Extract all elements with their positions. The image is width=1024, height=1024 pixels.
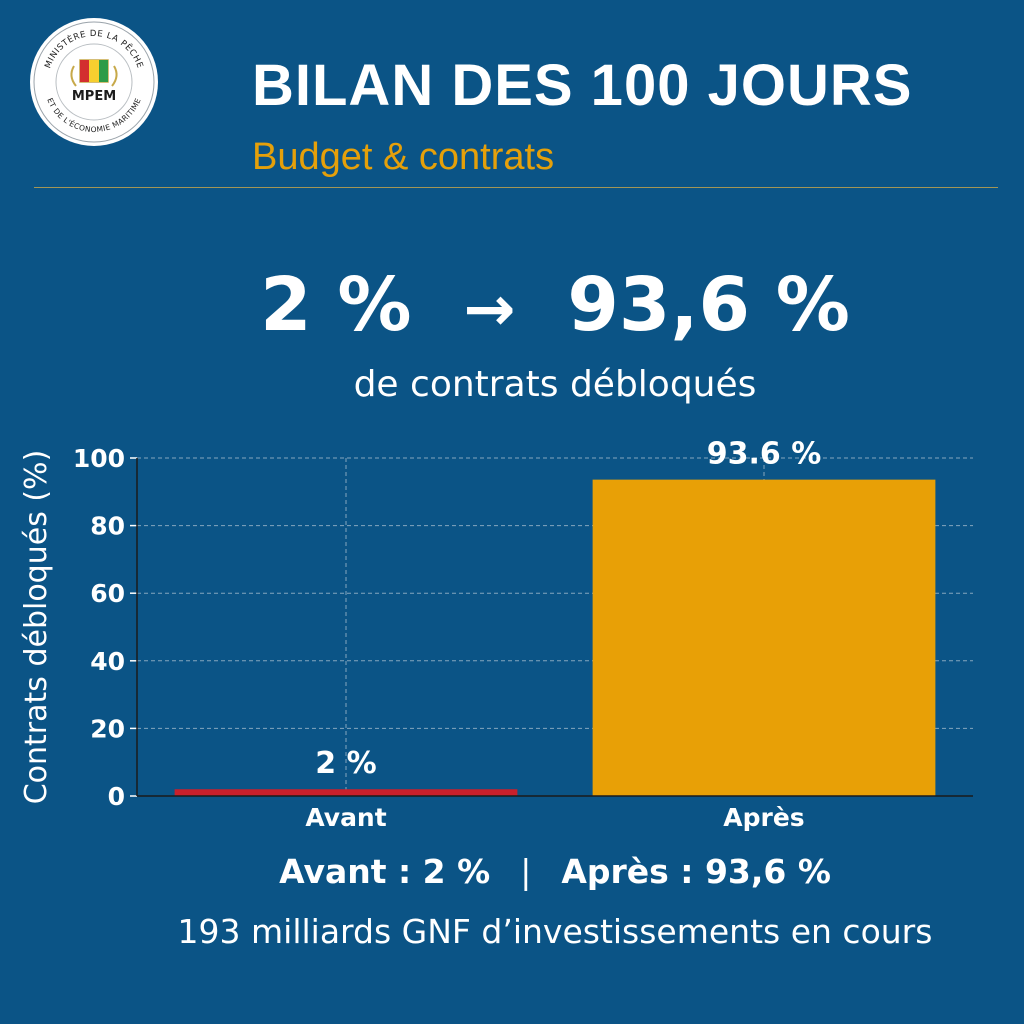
y-axis-label: Contrats débloqués (%): [19, 450, 54, 805]
bar-avant: [174, 789, 518, 796]
headline-after-value: 93,6 %: [567, 262, 850, 348]
data-label: 2 %: [315, 746, 376, 781]
y-tick-label: 100: [73, 444, 125, 473]
data-label: 93.6 %: [707, 437, 822, 472]
ministry-seal-logo: MINISTÈRE DE LA PÊCHE ET DE L'ÉCONOMIE M…: [30, 18, 158, 146]
headline-caption: de contrats débloqués: [353, 364, 757, 405]
summary-separator: |: [520, 852, 532, 891]
summary-before: Avant : 2 %: [279, 852, 491, 891]
seal-abbreviation: MPEM: [72, 89, 116, 104]
headline-stat: 2 % → 93,6 %: [0, 262, 1024, 348]
y-tick-label: 0: [108, 782, 125, 811]
y-tick-label: 20: [90, 714, 125, 743]
coat-of-arms-icon: [70, 59, 118, 87]
x-tick-label: Avant: [305, 803, 386, 832]
investment-footnote: 193 milliards GNF d’investissements en c…: [177, 912, 933, 951]
y-tick-label: 40: [90, 647, 125, 676]
y-tick-label: 60: [90, 579, 125, 608]
bar-apres: [592, 479, 936, 796]
arrow-right-icon: →: [463, 272, 516, 345]
y-tick-label: 80: [90, 512, 125, 541]
page-subtitle: Budget & contrats: [252, 136, 555, 178]
summary-line: Avant : 2 % | Après : 93,6 %: [0, 852, 1024, 891]
x-tick-label: Après: [723, 803, 804, 832]
page-title: BILAN DES 100 JOURS: [252, 53, 913, 118]
headline-before-value: 2 %: [260, 262, 412, 348]
header-divider: [34, 187, 998, 188]
summary-after: Après : 93,6 %: [561, 852, 831, 891]
